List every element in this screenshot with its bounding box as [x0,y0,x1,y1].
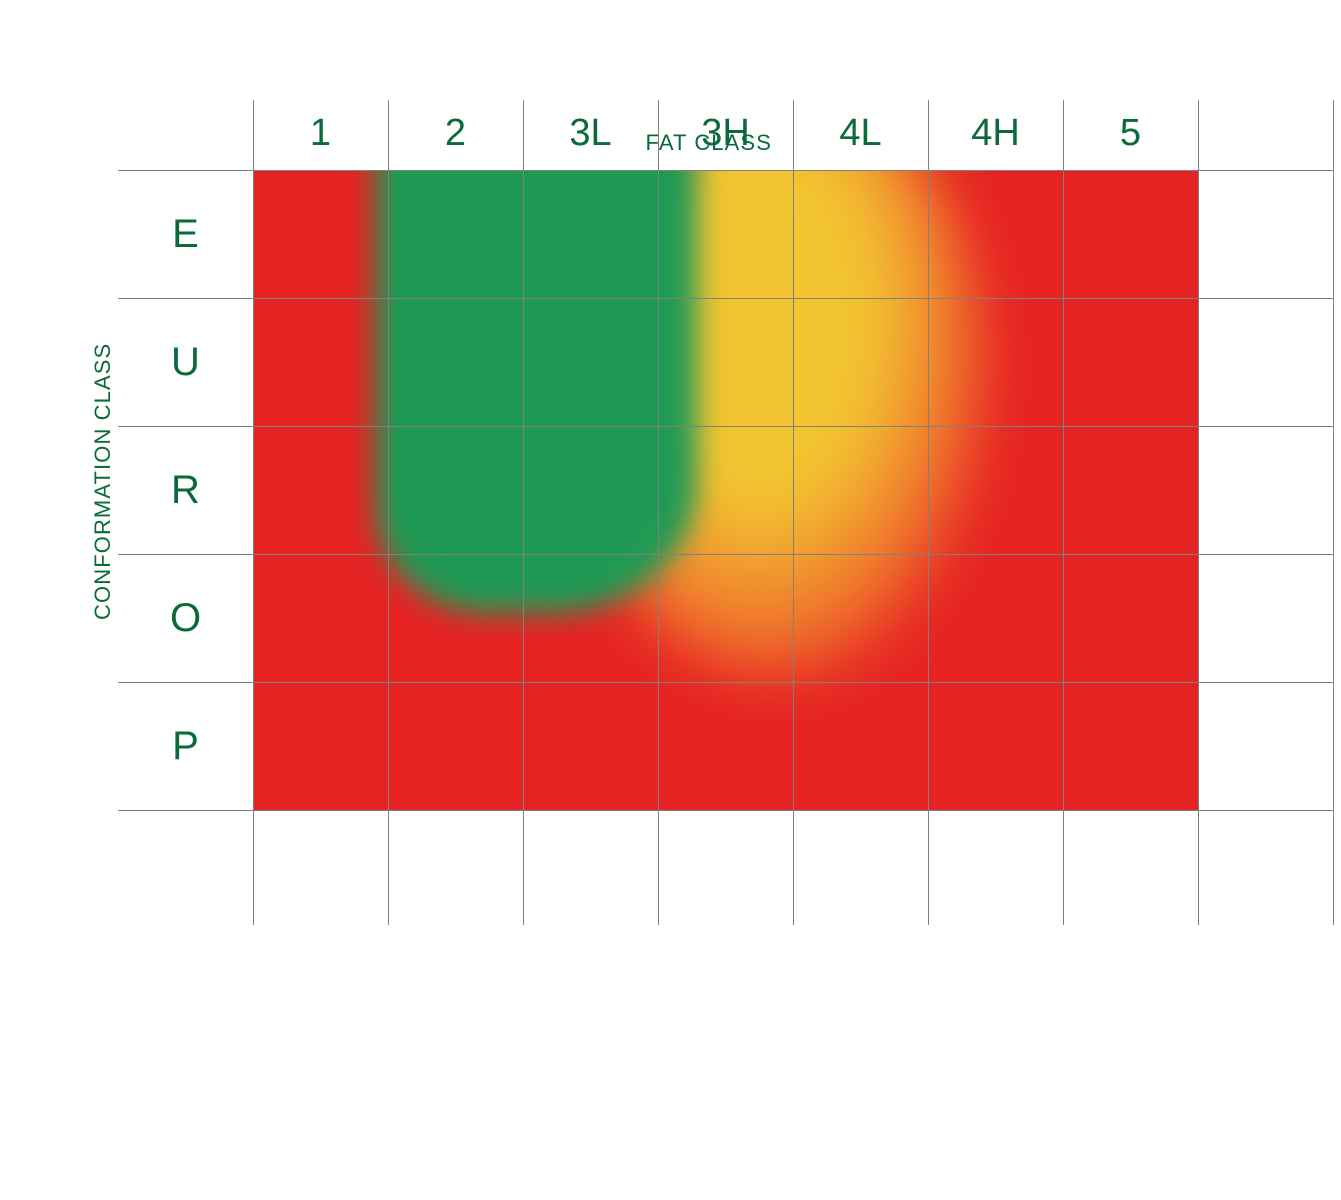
grid-vline [658,100,659,925]
heatmap-region [253,170,1198,810]
column-label: 4H [928,98,1063,168]
grid-hline [118,810,1333,811]
row-label: P [118,682,253,810]
grid-vline [928,100,929,925]
y-axis-title: CONFORMATION CLASS [90,343,116,620]
row-label: E [118,170,253,298]
grid-hline [118,426,1333,427]
grid-hline [118,554,1333,555]
column-label: 3H [658,98,793,168]
grid-vline [1198,100,1199,925]
grid-hline [118,170,1333,171]
column-label: 5 [1063,98,1198,168]
row-label: U [118,298,253,426]
grid-vline [523,100,524,925]
column-label: 4L [793,98,928,168]
grid-hline [118,298,1333,299]
grid-vline [1063,100,1064,925]
column-label: 1 [253,98,388,168]
grid-vline [793,100,794,925]
column-label: 3L [523,98,658,168]
row-label: R [118,426,253,554]
grid-vline [388,100,389,925]
row-label: O [118,554,253,682]
column-label: 2 [388,98,523,168]
heatmap-green-core [396,170,663,555]
grid-vline [253,100,254,925]
grid-hline [118,682,1333,683]
grid-vline [1333,100,1334,925]
